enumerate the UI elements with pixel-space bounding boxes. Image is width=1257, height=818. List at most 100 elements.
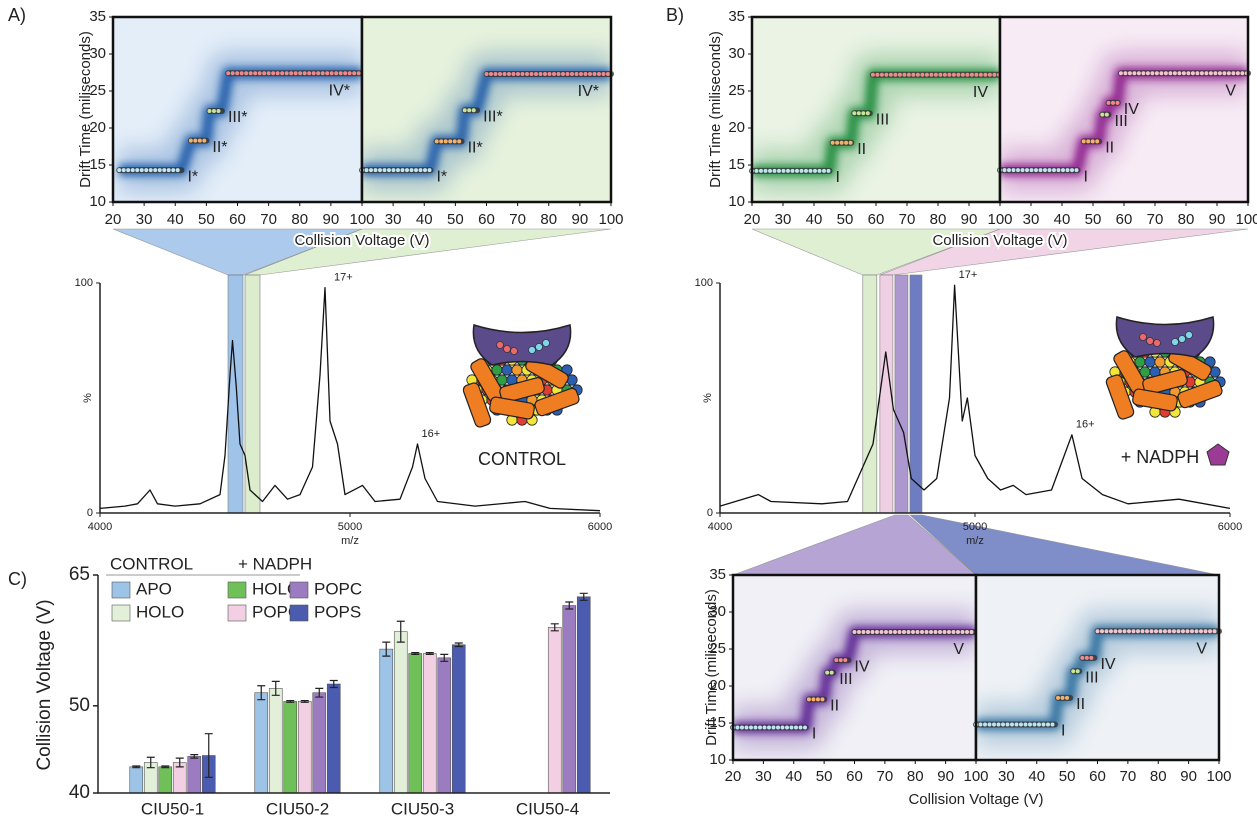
x-tick-label: 60 [478,211,495,228]
bar [576,596,591,794]
y-tick-label: 10 [709,751,726,768]
bar [451,644,466,794]
peak-annotation: 17+ [959,269,978,281]
y-axis-label: Drift Time (miliseconds) [703,589,720,746]
bar [422,653,437,794]
ligand [1139,333,1147,341]
cap [472,324,572,366]
x-tick-label: 100 [987,211,1012,228]
mz-highlight [894,274,909,514]
y-tick-label: 35 [728,8,745,25]
ligand [1171,338,1179,346]
x-tick-label: 20 [744,211,761,228]
bar [437,657,452,794]
x-tick-label: 40 [167,211,184,228]
feature-label: I [812,726,816,743]
x-axis-label: Collision Voltage (V) [932,232,1067,249]
error-bar [190,754,199,759]
x-tick-label: 50 [816,768,833,785]
feature-label: III* [483,108,503,125]
bar [158,766,173,794]
x-tick-label: 5000 [338,521,362,533]
mz-highlight [862,274,878,514]
feature-label: II [1076,696,1085,713]
cartoon-label: CONTROL [478,449,566,469]
y-tick-label: 15 [709,714,726,731]
x-tick-label: 100 [598,211,623,228]
x-tick-label: 90 [323,211,340,228]
x-tick-label: 90 [572,211,589,228]
y-tick-label: 30 [709,603,726,620]
heatmap-density [752,52,1000,193]
feature-label: IV* [578,83,599,100]
legend-label: POPS [314,602,361,621]
helix [1142,369,1188,395]
x-tick-label: 60 [229,211,246,228]
x-tick-label: 60 [1089,768,1106,785]
helix [1177,379,1223,409]
x-tick-label: 70 [1147,211,1164,228]
feature-label: III [839,671,852,688]
x-axis-label: Collision Voltage (V) [294,232,429,249]
feature-label: III [876,111,889,128]
x-tick-label: 70 [899,211,916,228]
y-tick-label: 20 [728,119,745,136]
error-bar [382,641,391,657]
y-tick-label: 25 [709,640,726,657]
bar [297,701,312,794]
panel-label: B) [666,5,684,25]
feature-label: I [1084,168,1088,185]
legend-label: HOLO [252,579,300,598]
y-tick-label: 10 [89,193,106,210]
y-tick-label: 10 [728,193,745,210]
y-axis-label: % [82,393,94,403]
helix [534,387,580,417]
density-core [362,67,611,177]
y-axis-label: Drift Time (miliseconds) [707,31,724,188]
density-core [752,68,1000,177]
y-tick-label: 30 [89,45,106,62]
x-tick-label: 90 [1209,211,1226,228]
bar [129,766,144,794]
y-tick-label: 15 [728,156,745,173]
lipid [501,364,513,376]
feature-label: V [953,641,964,658]
feature-label: II [830,698,839,715]
feature-label: II [857,141,866,158]
x-tick-label: CIU50-4 [516,799,579,818]
x-tick-label: 40 [416,211,433,228]
bar [562,605,577,794]
ligand [510,347,518,355]
ligand [535,343,543,351]
nadph-icon [1206,443,1230,466]
x-tick-label: 40 [1054,211,1071,228]
bar [326,683,341,794]
y-axis-label: % [702,393,714,403]
y-tick-label: 50 [69,695,90,716]
bar [312,692,327,794]
x-tick-label: 4000 [88,521,112,533]
cap [1115,316,1215,358]
x-tick-label: 60 [846,768,863,785]
y-tick-label: 15 [89,156,106,173]
legend-swatch [111,604,131,622]
x-tick-label: 50 [837,211,854,228]
error-bar [315,687,324,698]
ligand [1185,331,1193,339]
x-tick-label: 80 [907,768,924,785]
x-tick-label: 90 [937,768,954,785]
error-bar [329,679,338,689]
helix [499,377,545,403]
x-tick-label: 20 [105,211,122,228]
spectrum [99,286,601,512]
error-bar [257,685,266,701]
error-bar [175,757,184,768]
x-axis-label: m/z [341,535,359,547]
y-tick-label: 20 [709,677,726,694]
y-axis-label: Collision Voltage (V) [34,599,55,770]
error-bar [454,642,463,648]
feature-label: IV [854,658,869,675]
error-bar [271,680,280,696]
error-bar [286,699,295,703]
